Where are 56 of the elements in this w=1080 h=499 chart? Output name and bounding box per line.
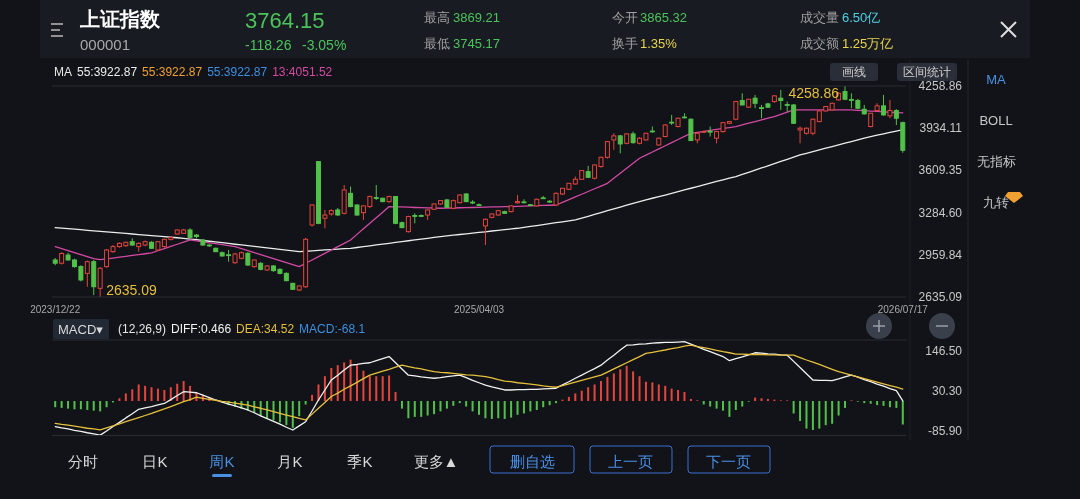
annotation: 4258.86	[788, 85, 840, 101]
y-tick-label: 3609.35	[918, 163, 963, 178]
text: BOLL	[979, 113, 1013, 128]
y-tick-label: -85.90	[927, 423, 963, 438]
text: 删自选	[509, 453, 555, 470]
y-tick-label: 30.30	[931, 383, 963, 398]
text: 000001	[80, 36, 131, 53]
text: 分时	[68, 453, 98, 470]
y-tick-label: 4258.86	[918, 79, 963, 93]
text: 3865.32	[640, 10, 687, 25]
text: 3745.17	[453, 36, 500, 51]
text: 日K	[142, 453, 168, 470]
text: 成交量	[800, 10, 839, 25]
text: -118.26	[245, 37, 292, 53]
text: 1.25万亿	[842, 36, 894, 51]
text: 55:3922.87	[207, 65, 268, 79]
y-tick-label: 146.50	[925, 343, 963, 358]
text: 画线	[842, 65, 866, 79]
x-tick-label: 2023/12/22	[30, 304, 81, 315]
text: 上一页	[607, 453, 653, 470]
text: 周K	[209, 453, 235, 470]
x-tick-label: 2026/07/17	[877, 304, 929, 315]
text: MACD:-68.1	[299, 322, 366, 336]
text: 最高	[424, 10, 450, 25]
y-tick-label: 2959.84	[918, 247, 963, 262]
text: 九转	[983, 195, 1009, 210]
annotation: 2635.09	[106, 282, 157, 298]
text: 成交额	[800, 36, 839, 51]
text: 最低	[424, 36, 450, 51]
text: 3869.21	[453, 10, 500, 25]
text: 3764.15	[245, 8, 325, 33]
text: 下一页	[705, 453, 751, 470]
text: 换手	[612, 36, 638, 51]
y-tick-label: 3934.11	[919, 121, 963, 136]
text: 6.50亿	[842, 10, 881, 25]
text: 季K	[347, 453, 373, 470]
y-tick-label: 2635.09	[918, 290, 963, 304]
text: MACD▾	[58, 322, 104, 337]
text: 区间统计	[903, 65, 951, 79]
text: 上证指数	[79, 8, 161, 30]
text: 55:3922.87	[142, 65, 203, 79]
text: -3.05%	[302, 37, 347, 53]
text: 更多▲	[413, 453, 459, 470]
text: DEA:34.52	[236, 322, 295, 336]
x-tick-label: 2025/04/03	[453, 304, 505, 315]
text: 1.35%	[640, 36, 678, 51]
text: MA	[986, 72, 1007, 87]
text: 无指标	[976, 154, 1016, 169]
text: DIFF:0.466	[171, 322, 232, 336]
text: 月K	[277, 453, 303, 470]
text: 55:3922.87	[77, 65, 138, 79]
legend-title: (12,26,9)	[118, 322, 167, 336]
y-tick-label: 3284.60	[918, 205, 963, 220]
text: 今开	[612, 10, 638, 25]
legend-title: MA	[54, 65, 72, 79]
text: 13:4051.52	[272, 65, 333, 79]
